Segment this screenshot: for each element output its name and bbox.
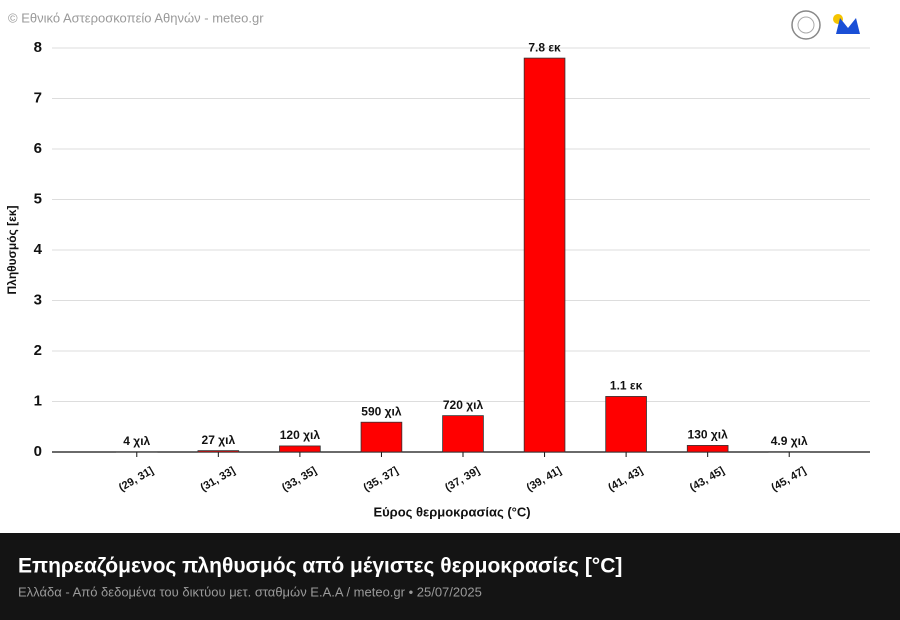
bar bbox=[197, 450, 240, 453]
logo-mark bbox=[836, 18, 860, 34]
bar bbox=[279, 445, 321, 453]
value-label: 4.9 χιλ bbox=[771, 434, 808, 448]
value-label: 7.8 εκ bbox=[528, 40, 561, 54]
background bbox=[0, 0, 900, 533]
logo-seal-inner bbox=[797, 16, 815, 34]
logos bbox=[791, 10, 860, 40]
bar bbox=[686, 445, 729, 453]
bar bbox=[442, 415, 484, 453]
y-axis-label: Πληθυσμός [εκ] bbox=[5, 206, 19, 295]
bar bbox=[523, 57, 566, 453]
source: © Εθνικό Αστεροσκοπείο Αθηνών - meteo.gr bbox=[8, 10, 264, 25]
logo-seal bbox=[791, 10, 821, 40]
value-label: 4 χιλ bbox=[123, 434, 150, 448]
y-tick-label: 6 bbox=[34, 140, 42, 157]
y-tick-label: 4 bbox=[34, 241, 43, 258]
bar bbox=[360, 421, 403, 453]
value-label: 590 χιλ bbox=[361, 404, 402, 418]
value-label: 120 χιλ bbox=[280, 428, 321, 442]
value-label: 130 χιλ bbox=[688, 428, 729, 442]
y-tick-label: 5 bbox=[34, 190, 42, 207]
y-tick-label: 3 bbox=[34, 291, 42, 308]
value-label: 720 χιλ bbox=[443, 398, 484, 412]
y-tick-label: 1 bbox=[34, 392, 42, 409]
chart-subtitle: Ελλάδα - Από δεδομένα του δικτύου μετ. σ… bbox=[18, 584, 482, 599]
y-tick-label: 2 bbox=[34, 342, 42, 359]
x-axis-label: Εύρος θερμοκρασίας (°C) bbox=[373, 504, 530, 519]
value-label: 27 χιλ bbox=[202, 433, 236, 447]
bar bbox=[605, 396, 647, 453]
chart-title: Επηρεαζόμενος πληθυσμός από μέγιστες θερ… bbox=[18, 555, 622, 578]
y-tick-label: 8 bbox=[34, 39, 42, 56]
value-label: 1.1 εκ bbox=[610, 379, 643, 393]
y-tick-label: 7 bbox=[34, 89, 42, 106]
footer bbox=[0, 533, 900, 620]
y-tick-label: 0 bbox=[34, 443, 42, 460]
